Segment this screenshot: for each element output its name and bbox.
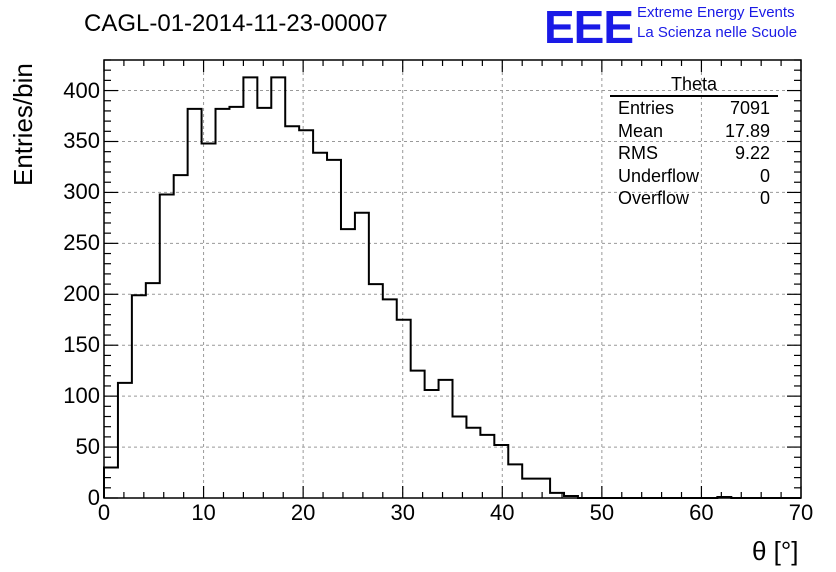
stats-value: 7091 [729, 98, 770, 118]
stats-value: 17.89 [724, 120, 770, 141]
histogram-bin [174, 175, 188, 498]
x-tick-label: 50 [589, 500, 615, 525]
stats-title: Theta [610, 73, 778, 97]
histogram-bin [494, 445, 508, 498]
stats-row: Overflow 0 [610, 187, 778, 210]
histogram-bin [522, 479, 536, 498]
x-axis-label: θ [°] [752, 536, 799, 566]
x-tick-label: 20 [290, 500, 316, 525]
histogram-bin [188, 109, 202, 498]
y-axis-label: Entries/bin [8, 63, 38, 186]
stats-label: Entries [618, 98, 675, 118]
histogram-bin [453, 417, 467, 498]
histogram-bin [383, 299, 397, 498]
stats-label: Overflow [618, 188, 690, 209]
histogram-bin [480, 435, 494, 498]
histogram-bin [411, 371, 425, 498]
y-tick-label: 300 [63, 179, 100, 205]
x-tick-label: 40 [490, 500, 515, 525]
y-tick-label: 150 [63, 332, 100, 358]
logo-line-2: La Scienza nelle Scuole [637, 24, 798, 41]
histogram-bin [118, 383, 132, 498]
logo-line-1: Extreme Energy Events [637, 4, 795, 21]
y-tick-label: 50 [75, 434, 100, 460]
histogram-bin [355, 213, 369, 498]
y-tick-label: 0 [87, 485, 100, 510]
x-tick-label: 60 [689, 500, 714, 525]
chart-title: CAGL-01-2014-11-23-00007 [84, 10, 388, 37]
histogram-bin [216, 109, 230, 498]
histogram-bin [397, 320, 411, 498]
x-tick-label: 0 [97, 500, 111, 525]
histogram-bin [369, 284, 383, 498]
stats-value: 0 [759, 165, 770, 186]
histogram-bin [104, 467, 118, 498]
stats-label: Mean [618, 120, 664, 141]
stats-row: Mean 17.89 [610, 120, 778, 143]
x-tick-label: 70 [788, 500, 814, 525]
histogram-bin [202, 144, 216, 498]
y-tick-label: 350 [63, 128, 100, 154]
stats-row: RMS 9.22 [610, 142, 778, 165]
histogram-bin [425, 390, 439, 498]
stats-row: Entries 7091 [610, 97, 778, 120]
histogram-bin [341, 229, 355, 498]
histogram-bin [229, 107, 243, 498]
histogram-bin [508, 464, 522, 498]
histogram-bin [466, 428, 480, 498]
stats-row: Underflow 0 [610, 165, 778, 188]
histogram-bin [146, 283, 160, 498]
stats-value: 9.22 [734, 143, 770, 164]
stats-label: RMS [618, 143, 658, 164]
stats-value: 0 [759, 188, 770, 209]
eee-logo: EEE [544, 1, 634, 53]
histogram-bin [536, 479, 550, 498]
histogram-bin [313, 153, 327, 498]
stats-box: Theta Entries 7091 Mean 17.89 RMS 9.22 Unde… [610, 73, 778, 210]
y-tick-label: 200 [63, 281, 100, 307]
histogram-bin [132, 295, 146, 498]
y-tick-label: 250 [63, 230, 100, 256]
x-tick-label: 30 [390, 500, 415, 525]
histogram-bin [285, 126, 299, 498]
histogram-bin [439, 380, 453, 498]
histogram-bin [299, 130, 313, 498]
histogram-bin [160, 194, 174, 498]
y-tick-label: 100 [63, 383, 100, 409]
histogram-bin [327, 160, 341, 498]
histogram-bin [243, 77, 257, 498]
axis-ticks [103, 59, 802, 499]
histogram-bin [257, 108, 271, 498]
stats-label: Underflow [618, 165, 700, 186]
x-tick-label: 10 [191, 500, 216, 525]
y-tick-label: 400 [63, 77, 100, 103]
plot-frame [103, 59, 802, 499]
histogram-bin [271, 77, 285, 498]
